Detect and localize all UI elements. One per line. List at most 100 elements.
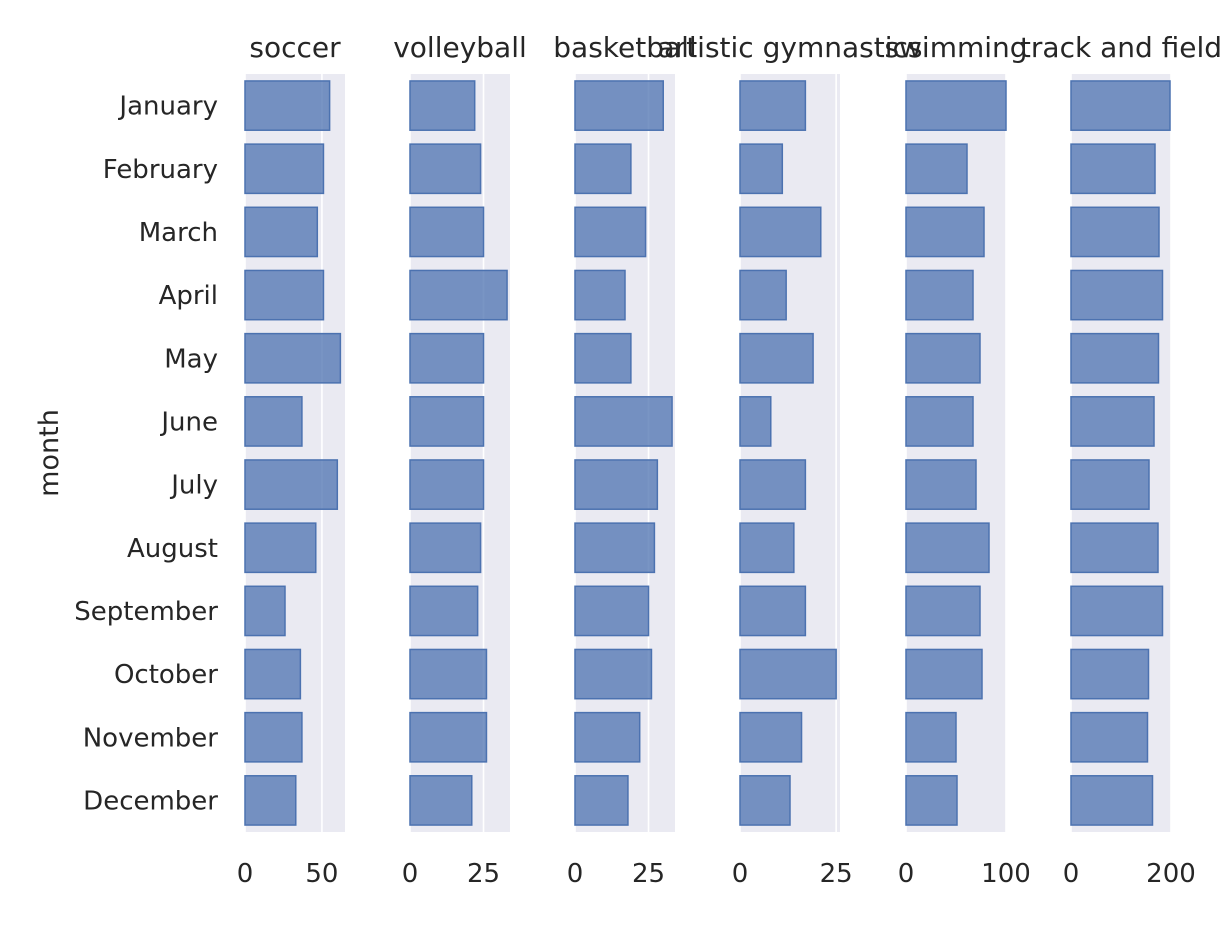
facet-background-soccer [245, 74, 345, 832]
facet-background-basketball [575, 74, 675, 832]
x-tick-label-soccer-0: 0 [237, 859, 254, 889]
bar-artistic-gymnastics-january [739, 80, 807, 131]
bar-swimming-december [905, 775, 958, 826]
bar-track-and-field-october [1070, 648, 1150, 700]
bar-volleyball-may [409, 332, 485, 384]
bar-swimming-january [905, 80, 1007, 131]
bar-artistic-gymnastics-august [739, 522, 795, 574]
x-tick-label-artistic-gymnastics-0: 0 [732, 859, 749, 889]
y-tick-label-march: March [139, 218, 218, 248]
y-tick-label-december: December [83, 786, 218, 816]
bar-basketball-june [574, 396, 673, 447]
bar-track-and-field-august [1070, 522, 1159, 574]
bar-volleyball-december [409, 775, 473, 826]
bar-track-and-field-may [1070, 332, 1160, 384]
bar-swimming-may [905, 332, 981, 384]
bar-basketball-november [574, 711, 641, 763]
bar-artistic-gymnastics-november [739, 711, 803, 763]
bar-soccer-january [244, 80, 331, 131]
facet-title-swimming: swimming [884, 31, 1027, 64]
bar-artistic-gymnastics-december [739, 775, 791, 826]
y-tick-label-february: February [103, 155, 218, 185]
bar-artistic-gymnastics-september [739, 585, 807, 637]
facet-background-swimming [906, 74, 1006, 832]
bar-volleyball-november [409, 711, 488, 763]
bar-soccer-december [244, 775, 297, 826]
bar-track-and-field-november [1070, 711, 1149, 763]
bar-artistic-gymnastics-october [739, 648, 837, 700]
bar-swimming-october [905, 648, 983, 700]
bar-volleyball-september [409, 585, 479, 637]
bar-soccer-march [244, 206, 319, 258]
x-tick-label-basketball-1: 25 [632, 859, 665, 889]
bar-swimming-april [905, 269, 974, 321]
bar-volleyball-april [409, 269, 508, 321]
bar-volleyball-march [409, 206, 485, 258]
y-tick-label-april: April [159, 281, 218, 311]
y-tick-label-september: September [74, 597, 218, 627]
bar-artistic-gymnastics-july [739, 459, 807, 510]
facet-title-artistic-gymnastics: artistic gymnastics [658, 31, 923, 64]
bar-soccer-september [244, 585, 286, 637]
bar-swimming-august [905, 522, 990, 574]
bar-artistic-gymnastics-june [739, 396, 772, 447]
bar-basketball-july [574, 459, 659, 510]
x-tick-label-volleyball-0: 0 [402, 859, 419, 889]
bar-swimming-march [905, 206, 985, 258]
x-tick-label-artistic-gymnastics-1: 25 [820, 859, 853, 889]
facet-background-track-and-field [1071, 74, 1171, 832]
bar-swimming-june [905, 396, 974, 447]
bar-soccer-july [244, 459, 339, 510]
bar-swimming-september [905, 585, 981, 637]
bar-volleyball-august [409, 522, 482, 574]
y-tick-label-may: May [164, 344, 218, 374]
bar-artistic-gymnastics-march [739, 206, 822, 258]
bar-artistic-gymnastics-april [739, 269, 787, 321]
facet-title-basketball: basketball [553, 31, 696, 64]
bar-volleyball-february [409, 143, 482, 195]
bar-swimming-november [905, 711, 957, 763]
bar-basketball-january [574, 80, 664, 131]
bar-swimming-july [905, 459, 977, 510]
bar-basketball-april [574, 269, 626, 321]
x-tick-label-swimming-0: 0 [898, 859, 915, 889]
y-tick-label-august: August [127, 534, 218, 564]
bar-soccer-april [244, 269, 325, 321]
bar-artistic-gymnastics-february [739, 143, 784, 195]
bar-track-and-field-december [1070, 775, 1154, 826]
bar-track-and-field-march [1070, 206, 1160, 258]
facet-title-volleyball: volleyball [393, 31, 527, 64]
bar-soccer-october [244, 648, 302, 700]
bar-soccer-august [244, 522, 317, 574]
facet-title-soccer: soccer [249, 31, 341, 64]
bar-basketball-september [574, 585, 650, 637]
bar-basketball-march [574, 206, 647, 258]
x-tick-label-soccer-1: 50 [305, 859, 338, 889]
bar-volleyball-january [409, 80, 476, 131]
bar-basketball-august [574, 522, 656, 574]
y-tick-label-october: October [114, 660, 218, 690]
bar-swimming-february [905, 143, 968, 195]
x-tick-label-track-and-field-0: 0 [1063, 859, 1080, 889]
y-tick-label-november: November [83, 723, 219, 753]
bar-track-and-field-september [1070, 585, 1164, 637]
bar-soccer-february [244, 143, 325, 195]
bar-volleyball-july [409, 459, 485, 510]
bar-track-and-field-june [1070, 396, 1155, 447]
bar-soccer-november [244, 711, 303, 763]
bar-soccer-may [244, 332, 342, 384]
bar-basketball-february [574, 143, 632, 195]
bar-track-and-field-january [1070, 80, 1171, 131]
x-tick-label-volleyball-1: 25 [467, 859, 500, 889]
bar-artistic-gymnastics-may [739, 332, 814, 384]
bar-volleyball-october [409, 648, 488, 700]
facet-background-artistic-gymnastics [740, 74, 840, 832]
x-tick-label-basketball-0: 0 [567, 859, 584, 889]
y-tick-label-june: June [159, 407, 218, 437]
x-tick-label-track-and-field-1: 200 [1146, 859, 1196, 889]
facet-background-volleyball [410, 74, 510, 832]
bar-track-and-field-february [1070, 143, 1156, 195]
bar-track-and-field-july [1070, 459, 1150, 510]
